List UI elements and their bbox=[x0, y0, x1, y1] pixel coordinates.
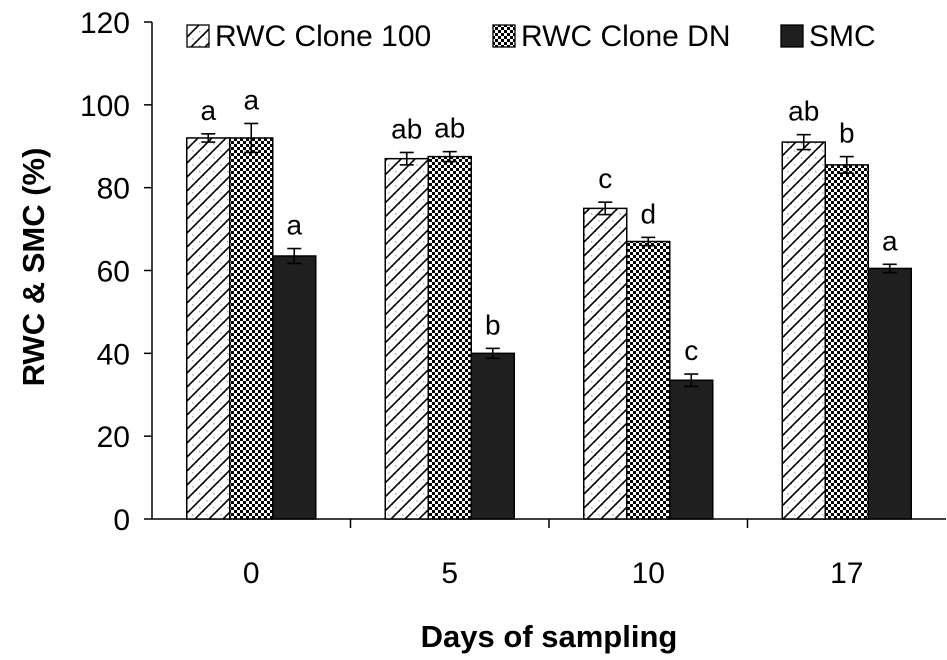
y-tick-label: 120 bbox=[80, 7, 130, 40]
legend-label: SMC bbox=[809, 20, 876, 53]
legend-swatch bbox=[780, 24, 804, 48]
y-tick-label: 40 bbox=[97, 338, 130, 371]
bar bbox=[186, 137, 231, 520]
significance-label: c bbox=[598, 163, 612, 194]
bar bbox=[583, 207, 628, 520]
x-axis: 0 5 10 17 bbox=[152, 518, 946, 590]
y-tick-label: 100 bbox=[80, 90, 130, 123]
significance-label: ab bbox=[391, 113, 422, 144]
significance-label: a bbox=[200, 95, 216, 126]
y-axis-title: RWC & SMC (%) bbox=[16, 148, 51, 387]
significance-label: a bbox=[243, 84, 259, 115]
significance-label: a bbox=[882, 225, 898, 256]
bar bbox=[867, 267, 912, 520]
bar bbox=[626, 240, 671, 520]
bar bbox=[229, 137, 274, 520]
legend-swatch bbox=[492, 24, 516, 48]
x-tick-label: 5 bbox=[441, 557, 458, 590]
x-axis-title: Days of sampling bbox=[421, 619, 678, 654]
bar bbox=[824, 164, 869, 520]
legend-label: RWC Clone DN bbox=[521, 20, 731, 53]
bar bbox=[427, 155, 472, 520]
bar bbox=[669, 379, 714, 520]
legend-label: RWC Clone 100 bbox=[215, 20, 431, 53]
y-axis: 0 20 40 60 80 100 120 bbox=[80, 7, 153, 537]
bar bbox=[384, 157, 429, 520]
legend-swatch bbox=[186, 24, 210, 48]
significance-label: b bbox=[839, 118, 855, 149]
y-tick-label: 60 bbox=[97, 256, 130, 289]
bar bbox=[470, 352, 515, 520]
x-tick-label: 10 bbox=[632, 557, 665, 590]
y-tick-label: 80 bbox=[97, 173, 130, 206]
x-tick-label: 17 bbox=[830, 557, 863, 590]
legend: RWC Clone 100 RWC Clone DN SMC bbox=[186, 20, 876, 53]
significance-label: a bbox=[286, 210, 302, 241]
bar bbox=[272, 255, 317, 520]
significance-label: c bbox=[684, 335, 698, 366]
significance-label: ab bbox=[434, 113, 465, 144]
bar bbox=[781, 141, 826, 520]
x-tick-label: 0 bbox=[243, 557, 260, 590]
y-tick-label: 20 bbox=[97, 421, 130, 454]
y-tick-label: 0 bbox=[113, 504, 130, 537]
significance-label: b bbox=[485, 309, 501, 340]
significance-label: d bbox=[640, 198, 656, 229]
significance-label: ab bbox=[788, 96, 819, 127]
